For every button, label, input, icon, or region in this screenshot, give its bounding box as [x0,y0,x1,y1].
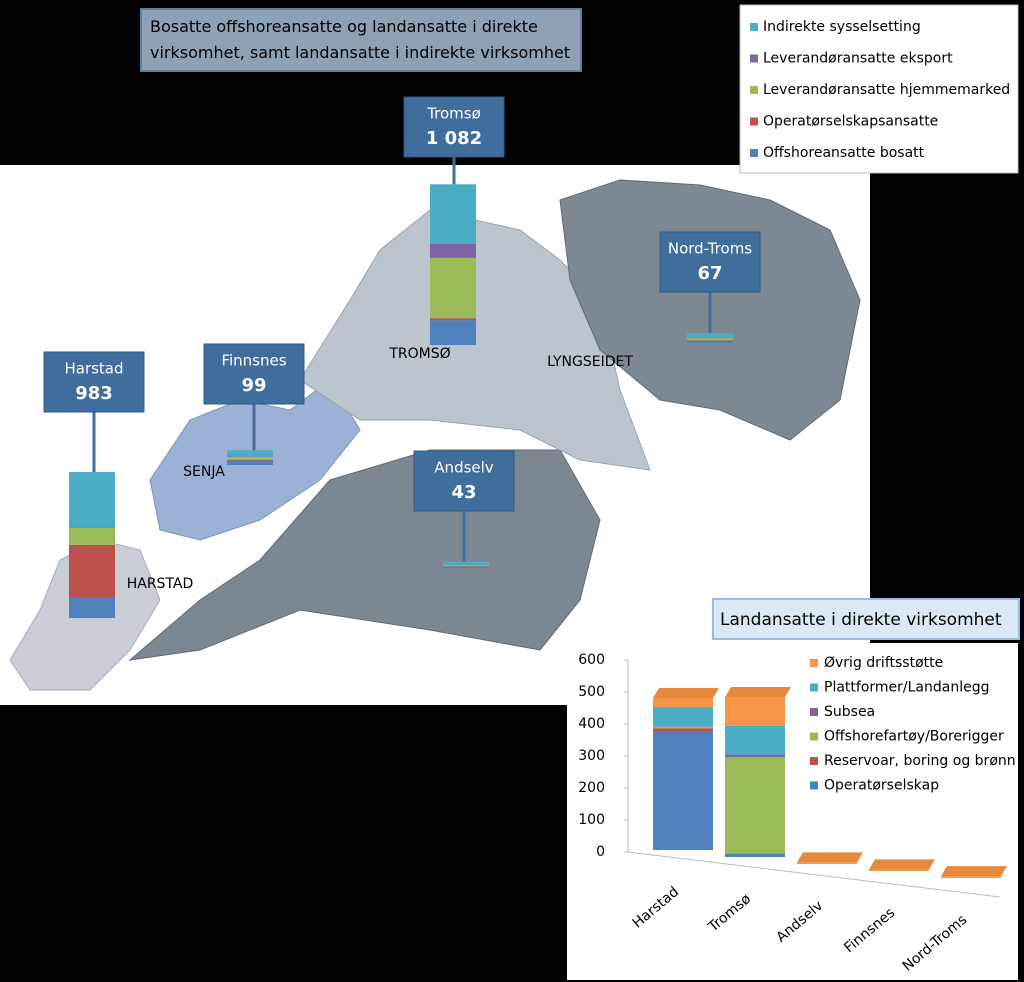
bar-segment [725,853,785,857]
bar-segment [69,472,115,528]
bar-segment [227,459,273,461]
bar-segment [725,725,785,755]
chart-title: Landansatte i direkte virksomhet [712,598,1020,640]
legend-swatch [750,54,758,63]
region-label: Tromsø [426,105,481,123]
y-tick-label: 600 [578,652,605,668]
bar-segment [69,527,115,529]
x-axis [627,851,1001,898]
bar-top [725,687,791,697]
bar-top [941,866,1007,877]
place-label: HARSTAD [127,576,194,592]
bar-segment [687,338,733,341]
bar-segment [69,544,115,598]
bar-segment [725,754,785,758]
bar-segment [227,460,273,465]
y-tick-label: 300 [578,748,605,764]
bar-segment [653,726,713,729]
legend-swatch [810,708,818,716]
legend-label: Subsea [824,704,875,720]
bar-segment [430,320,476,345]
chart-panel [567,643,1018,980]
bar-segment [653,728,713,732]
bar-segment [443,561,489,565]
label-box [403,96,505,158]
legend-swatch [750,117,758,126]
legend-swatch [810,757,818,765]
place-label: LYNGSEIDET [547,354,633,370]
bar-segment [725,757,785,854]
bar-segment [941,876,1001,878]
total-label: 1 082 [426,128,482,149]
total-label: 43 [451,482,476,503]
legend-label: Leverandøransatte hjemmemarked [763,82,1010,98]
label-box [413,450,515,512]
map-title: Bosatte offshoreansatte og landansatte i… [140,8,582,72]
bar-top [869,859,935,870]
bar-segment [725,697,785,726]
legend-swatch [750,149,758,157]
legend-swatch [750,23,758,31]
legend-swatch [810,732,818,741]
bar-segment [227,450,273,457]
legend-swatch [810,659,818,667]
legend-box [739,4,1019,174]
bar-segment [687,333,733,338]
legend-label: Offshorefartøy/Borerigger [824,729,1004,745]
bar-segment [443,566,489,568]
bar-segment [687,340,733,343]
place-label: SENJA [183,464,225,480]
bar-segment [430,243,476,258]
region-label: Harstad [64,360,123,378]
total-label: 67 [697,263,722,284]
bar-segment [725,853,785,854]
bar-segment [430,184,476,244]
bar-segment [797,862,857,864]
bar-segment [869,869,929,871]
y-tick-label: 200 [578,780,605,796]
legend-swatch [810,781,818,790]
bar-segment [430,318,476,321]
legend-label: Øvrig driftsstøtte [824,655,943,671]
bar-top [797,852,863,863]
y-tick-label: 500 [578,684,605,700]
bar-segment [653,726,713,727]
legend-label: Indirekte sysselsetting [763,19,921,35]
legend-label: Leverandøransatte eksport [763,51,953,67]
bar-top [653,688,719,698]
legend-label: Reservoar, boring og brønn [824,753,1016,769]
legend-swatch [810,683,818,692]
legend-label: Operatørselskapsansatte [763,114,938,130]
region-label: Nord-Troms [668,240,752,258]
legend-label: Operatørselskap [824,778,939,794]
region-label: Finnsnes [221,352,286,370]
total-label: 983 [75,383,113,404]
bar-segment [69,597,115,618]
bar-segment [69,528,115,545]
y-tick-label: 400 [578,716,605,732]
bar-segment [653,706,713,727]
place-label: TROMSØ [388,346,450,362]
bar-segment [653,731,713,850]
label-box [659,231,761,293]
legend-swatch [750,86,758,94]
label-box [43,351,145,413]
legend-label: Plattformer/Landanlegg [824,680,989,696]
bar-segment [430,257,476,319]
bar-segment [443,564,489,567]
region-label: Andselv [434,459,494,477]
y-tick-label: 100 [578,812,605,828]
total-label: 99 [241,375,266,396]
bar-segment [227,456,273,460]
legend-label: Offshoreansatte bosatt [763,145,925,161]
y-tick-label: 0 [596,844,605,860]
bar-segment [653,698,713,707]
label-box [203,343,305,405]
